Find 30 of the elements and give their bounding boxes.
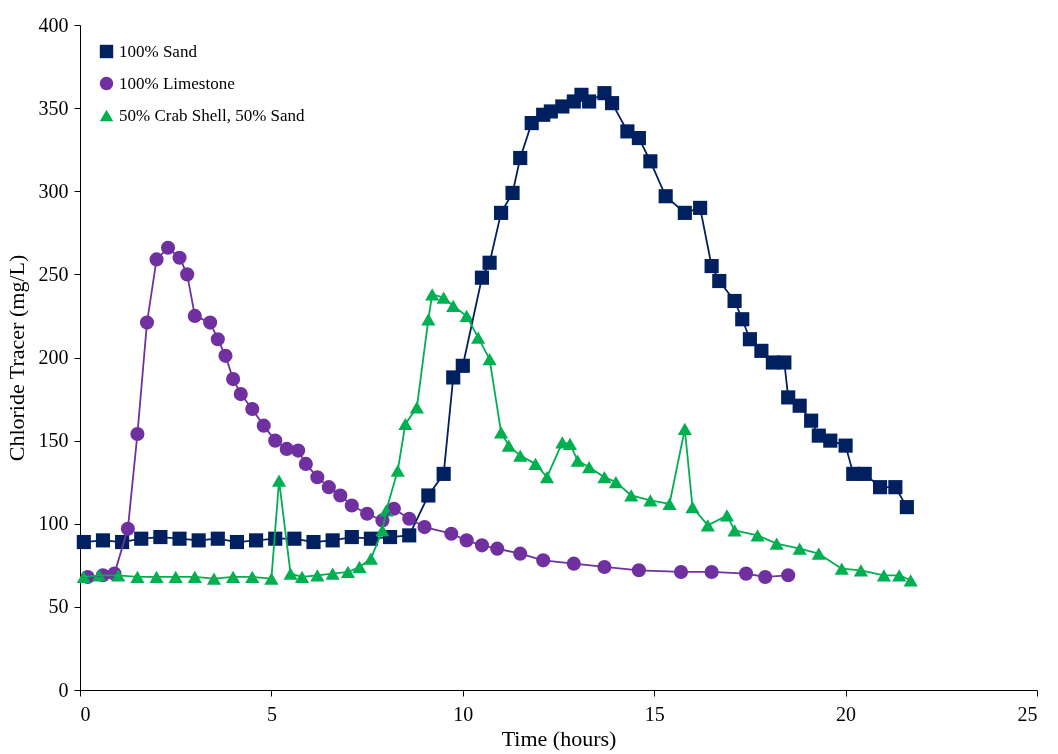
legend-label: 100% Limestone: [119, 73, 235, 93]
y-tick-label: 400: [38, 13, 69, 36]
x-axis-title: Time (hours): [501, 725, 617, 751]
x-tick-label: 20: [836, 702, 857, 725]
x-tick-label: 10: [453, 702, 474, 725]
point: [325, 567, 340, 580]
point: [727, 524, 742, 537]
point: [750, 529, 765, 542]
point: [624, 489, 639, 502]
legend-label: 50% Crab Shell, 50% Sand: [119, 105, 306, 125]
point: [206, 572, 222, 585]
y-tick-label: 350: [38, 96, 69, 119]
x-tick-label: 0: [80, 702, 91, 725]
y-tick-label: 100: [38, 512, 69, 535]
point: [264, 572, 279, 585]
x-tick-label: 25: [1017, 702, 1038, 725]
y-tick-label: 0: [58, 678, 69, 701]
y-tick-label: 150: [38, 429, 69, 452]
y-tick-label: 200: [38, 346, 69, 368]
x-tick-label: 5: [266, 702, 277, 725]
point: [76, 570, 91, 584]
point: [643, 494, 658, 507]
point: [700, 519, 715, 532]
y-tick-label: 300: [38, 179, 69, 202]
y-tick-label: 250: [38, 262, 69, 285]
x-tick-label: 15: [644, 702, 665, 725]
legend-label: 100% Sand: [119, 41, 198, 61]
point: [781, 568, 796, 583]
y-tick-label: 50: [48, 595, 69, 618]
y-axis-title: Chloride Tracer (mg/L): [3, 254, 29, 462]
